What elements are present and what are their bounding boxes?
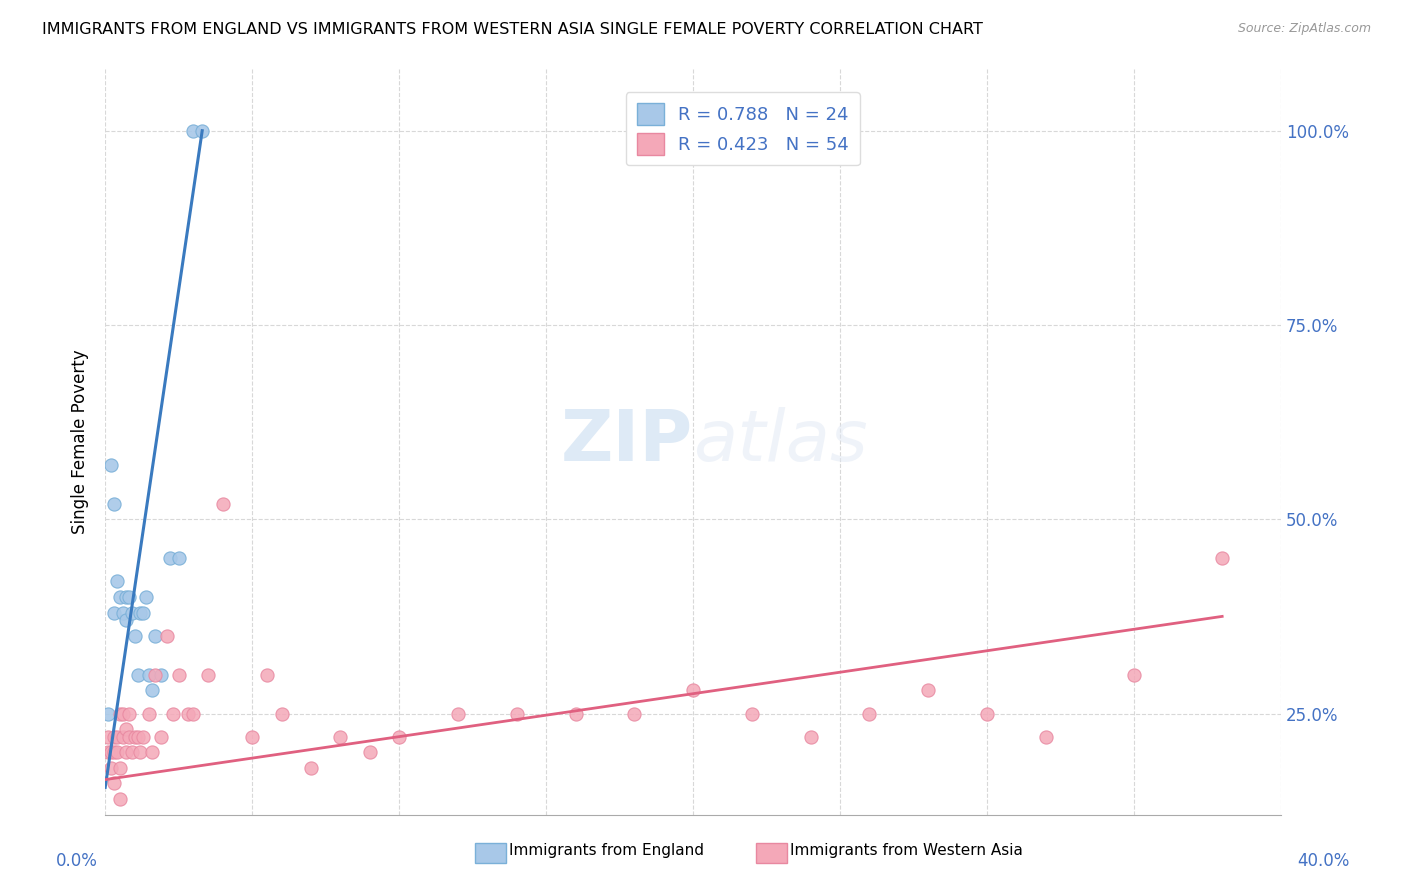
Point: [141, 745, 163, 759]
Point: [103, 730, 125, 744]
Text: 40.0%: 40.0%: [1298, 852, 1350, 870]
Point: [97, 730, 120, 744]
Point: [127, 730, 149, 744]
Point: [1035, 730, 1057, 744]
Point: [100, 458, 122, 472]
Point: [111, 730, 134, 744]
Point: [103, 776, 125, 790]
Point: [564, 706, 586, 721]
Point: [138, 667, 160, 681]
Point: [127, 667, 149, 681]
Point: [1123, 667, 1146, 681]
Point: [108, 590, 131, 604]
Point: [124, 730, 146, 744]
Point: [100, 745, 122, 759]
Point: [114, 590, 136, 604]
Legend: R = 0.788   N = 24, R = 0.423   N = 54: R = 0.788 N = 24, R = 0.423 N = 54: [626, 93, 859, 165]
Point: [103, 606, 125, 620]
Point: [100, 761, 122, 775]
Point: [114, 613, 136, 627]
Point: [167, 667, 190, 681]
Point: [114, 722, 136, 736]
Point: [976, 706, 998, 721]
Point: [299, 761, 322, 775]
Point: [118, 730, 141, 744]
Point: [917, 683, 939, 698]
Point: [359, 745, 381, 759]
Point: [270, 706, 292, 721]
Point: [129, 606, 152, 620]
Point: [150, 730, 173, 744]
Point: [191, 124, 214, 138]
Point: [121, 745, 143, 759]
Point: [388, 730, 411, 744]
Point: [97, 745, 120, 759]
Text: 0.0%: 0.0%: [56, 852, 98, 870]
Point: [197, 667, 219, 681]
Point: [103, 745, 125, 759]
Point: [132, 606, 155, 620]
Text: atlas: atlas: [693, 407, 868, 476]
Point: [108, 761, 131, 775]
Point: [240, 730, 263, 744]
Point: [121, 606, 143, 620]
Point: [329, 730, 352, 744]
Point: [129, 745, 152, 759]
Point: [141, 683, 163, 698]
Point: [132, 730, 155, 744]
Point: [143, 629, 166, 643]
Point: [135, 590, 157, 604]
Point: [183, 124, 205, 138]
Point: [183, 706, 205, 721]
Point: [108, 792, 131, 806]
Point: [447, 706, 470, 721]
Point: [105, 745, 128, 759]
Point: [103, 497, 125, 511]
Point: [124, 629, 146, 643]
Text: Immigrants from Western Asia: Immigrants from Western Asia: [790, 844, 1024, 858]
Point: [118, 590, 141, 604]
Point: [506, 706, 529, 721]
Point: [256, 667, 278, 681]
Y-axis label: Single Female Poverty: Single Female Poverty: [72, 350, 89, 533]
Text: Immigrants from England: Immigrants from England: [509, 844, 704, 858]
Point: [159, 551, 181, 566]
Point: [150, 667, 173, 681]
Point: [211, 497, 233, 511]
Text: ZIP: ZIP: [561, 407, 693, 476]
Point: [138, 706, 160, 721]
Point: [143, 667, 166, 681]
Point: [108, 706, 131, 721]
Point: [1211, 551, 1233, 566]
Point: [167, 551, 190, 566]
Point: [176, 706, 198, 721]
Point: [105, 574, 128, 589]
Point: [114, 745, 136, 759]
Point: [156, 629, 179, 643]
Point: [800, 730, 823, 744]
Point: [97, 706, 120, 721]
Text: Source: ZipAtlas.com: Source: ZipAtlas.com: [1237, 22, 1371, 36]
Point: [105, 730, 128, 744]
Point: [118, 706, 141, 721]
Point: [741, 706, 763, 721]
Point: [682, 683, 704, 698]
Point: [858, 706, 880, 721]
Point: [162, 706, 184, 721]
Point: [111, 706, 134, 721]
Point: [623, 706, 645, 721]
Text: IMMIGRANTS FROM ENGLAND VS IMMIGRANTS FROM WESTERN ASIA SINGLE FEMALE POVERTY CO: IMMIGRANTS FROM ENGLAND VS IMMIGRANTS FR…: [42, 22, 983, 37]
Point: [111, 606, 134, 620]
